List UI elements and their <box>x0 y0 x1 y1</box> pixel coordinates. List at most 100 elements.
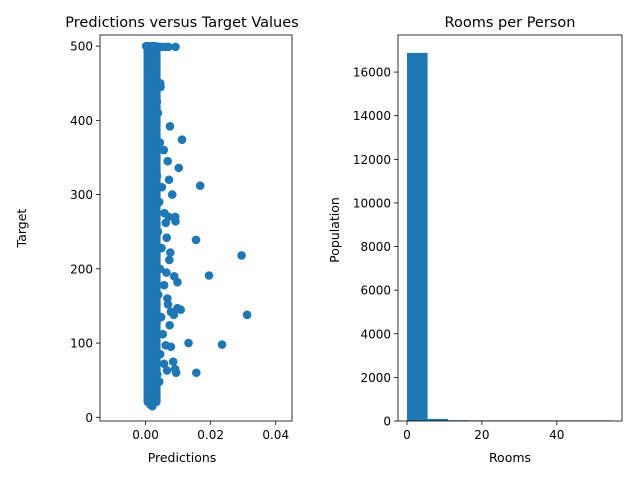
scatter-point <box>153 108 163 118</box>
scatter-point <box>156 82 165 92</box>
scatter-y-tick-label: 0 <box>85 411 93 425</box>
scatter-point <box>148 297 157 307</box>
histogram-x-label: Rooms <box>489 450 531 465</box>
histogram-subplot: Rooms per Person 0 20 40 0 2000 4000 6000 8000… <box>327 15 623 465</box>
histogram-y-tick-label: 4000 <box>360 327 391 341</box>
histogram-x-tick-label: 40 <box>549 428 564 442</box>
scatter-y-label: Target <box>14 209 29 249</box>
scatter-point <box>146 260 155 270</box>
scatter-point <box>147 374 156 383</box>
scatter-point <box>173 277 182 287</box>
histogram-bar <box>427 418 449 421</box>
scatter-x-ticks: 0.00 0.02 0.04 <box>132 421 289 442</box>
histogram-y-tick-label: 8000 <box>360 240 391 254</box>
scatter-point <box>163 156 172 166</box>
scatter-point <box>191 235 201 245</box>
scatter-point <box>150 186 159 196</box>
scatter-point <box>148 401 157 411</box>
scatter-point <box>159 145 169 155</box>
histogram-x-ticks: 0 20 40 <box>403 421 564 442</box>
scatter-point <box>165 122 175 131</box>
scatter-point <box>145 75 155 84</box>
scatter-point <box>237 251 246 260</box>
scatter-point <box>204 271 214 280</box>
scatter-point <box>151 130 160 140</box>
scatter-subplot: Predictions versus Target Values 0.00 0.0… <box>14 15 299 465</box>
histogram-axes-frame <box>397 34 623 422</box>
scatter-point <box>159 359 169 369</box>
scatter-point <box>165 255 174 265</box>
scatter-point <box>162 366 172 375</box>
scatter-point <box>158 329 168 339</box>
scatter-point <box>155 138 165 147</box>
scatter-point <box>157 243 166 253</box>
histogram-y-tick-label: 6000 <box>360 284 391 298</box>
scatter-point <box>151 253 161 262</box>
histogram-y-tick-label: 0 <box>383 415 391 429</box>
scatter-point <box>149 151 158 161</box>
scatter-point <box>144 104 154 114</box>
histogram-y-tick-label: 16000 <box>353 66 391 80</box>
scatter-point <box>163 300 173 309</box>
scatter-title: Predictions versus Target Values <box>65 15 298 31</box>
scatter-points <box>141 41 252 411</box>
scatter-y-tick-label: 400 <box>70 114 93 128</box>
scatter-point <box>217 340 227 349</box>
scatter-point <box>150 335 159 344</box>
histogram-y-tick-label: 2000 <box>360 371 391 385</box>
scatter-point <box>154 197 164 207</box>
scatter-point <box>169 310 179 320</box>
scatter-point <box>195 181 205 190</box>
scatter-point <box>146 93 156 103</box>
scatter-y-tick-label: 200 <box>70 262 93 276</box>
scatter-y-ticks: 0 100 200 300 400 500 <box>70 40 100 425</box>
scatter-point <box>164 175 174 185</box>
scatter-point <box>148 116 157 125</box>
scatter-x-tick-label: 0.02 <box>197 428 224 442</box>
scatter-point <box>162 268 171 277</box>
histogram-y-label: Population <box>327 197 342 263</box>
scatter-point <box>145 194 155 203</box>
scatter-point <box>152 97 162 107</box>
scatter-point <box>145 124 155 134</box>
scatter-point <box>153 227 163 237</box>
scatter-point <box>152 317 161 327</box>
histogram-y-tick-label: 14000 <box>353 109 391 123</box>
scatter-point <box>147 238 157 248</box>
scatter-y-tick-label: 300 <box>70 188 93 202</box>
scatter-point <box>174 163 184 173</box>
scatter-point <box>146 325 156 335</box>
scatter-point <box>144 346 154 355</box>
scatter-x-label: Predictions <box>148 450 217 465</box>
scatter-point <box>144 142 153 151</box>
scatter-axes-frame <box>99 34 293 422</box>
scatter-point <box>155 264 165 274</box>
scatter-point <box>150 67 159 77</box>
scatter-point <box>149 86 158 95</box>
scatter-point <box>164 42 173 52</box>
scatter-y-tick-label: 500 <box>70 40 93 54</box>
histogram-y-ticks: 0 2000 4000 6000 8000 10000 12000 14000 16000 <box>353 66 398 429</box>
histogram-x-tick-label: 20 <box>474 428 489 442</box>
scatter-point <box>152 171 162 181</box>
histogram-x-tick-label: 0 <box>403 428 411 442</box>
histogram-y-tick-label: 10000 <box>353 196 391 210</box>
scatter-point <box>171 217 180 226</box>
scatter-point <box>154 377 164 386</box>
histogram-title: Rooms per Person <box>445 15 576 31</box>
scatter-point <box>161 218 171 228</box>
scatter-point <box>165 248 175 257</box>
scatter-y-tick-label: 100 <box>70 337 93 351</box>
histogram-bar <box>406 52 428 421</box>
scatter-point <box>155 349 165 359</box>
scatter-point <box>171 42 180 52</box>
scatter-point <box>177 135 187 144</box>
scatter-x-tick-label: 0.04 <box>262 428 289 442</box>
scatter-point <box>166 342 176 352</box>
scatter-point <box>152 369 162 379</box>
scatter-point <box>149 275 159 285</box>
scatter-point <box>176 305 186 314</box>
scatter-point <box>167 190 177 199</box>
scatter-point <box>192 368 201 378</box>
